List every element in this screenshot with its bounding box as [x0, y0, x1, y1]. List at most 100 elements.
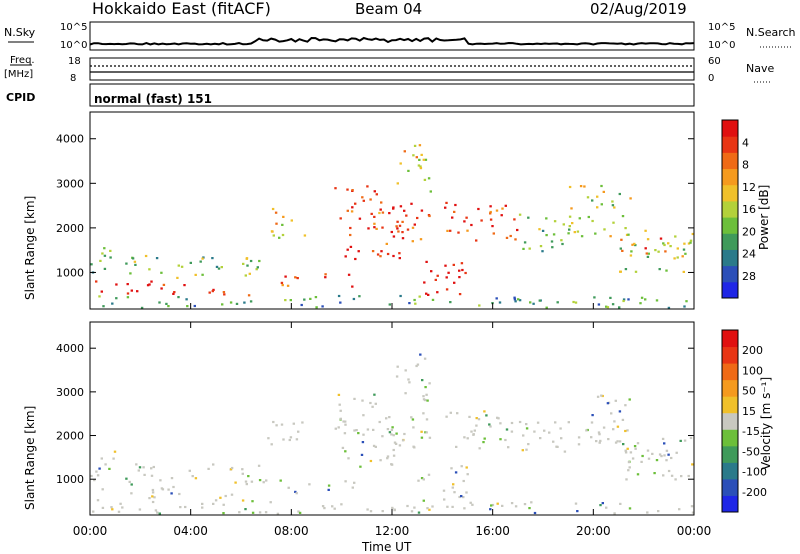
velocity-cell-30 — [128, 480, 131, 483]
velocity-cell-264 — [590, 436, 593, 439]
power-cell-297 — [665, 269, 668, 272]
velocity-cell-218 — [483, 410, 486, 413]
power-cell-101 — [350, 210, 354, 213]
power-cell-375 — [165, 302, 168, 305]
power-cell-343 — [337, 294, 341, 298]
power-cell-369 — [300, 303, 303, 307]
power-cell-308 — [646, 238, 650, 241]
velocity-cell-246 — [624, 404, 627, 407]
cpid-strip: CPID normal (fast) 151 — [6, 83, 695, 107]
velocity-cell-170 — [427, 473, 431, 476]
velocity-cell-250 — [602, 426, 606, 429]
velocity-cell-213 — [472, 433, 475, 436]
x-tick-label-0: 00:00 — [73, 524, 108, 538]
power-cell-272 — [580, 235, 584, 238]
velocity-cell-29 — [257, 464, 261, 467]
power-cell-181 — [413, 144, 417, 147]
power-cell-188 — [419, 167, 423, 170]
power-cell-47 — [211, 257, 214, 260]
power-cell-201 — [470, 223, 473, 227]
velocity-cell-302 — [651, 452, 654, 455]
velocity-cell-306 — [631, 457, 635, 460]
velocity-cell-10 — [151, 500, 155, 504]
power-cell-346 — [518, 299, 522, 302]
velocity-cell-236 — [518, 420, 522, 424]
power-cell-271 — [578, 217, 581, 220]
velocity-cell-159 — [458, 495, 461, 499]
velocity-cell-183 — [423, 357, 427, 360]
velocity-cell-342 — [605, 506, 608, 509]
velocity-cell-238 — [539, 437, 542, 440]
freq-label: Freq. — [10, 55, 35, 66]
power-cell-383 — [683, 305, 686, 308]
velocity-cell-346 — [426, 507, 429, 510]
velocity-cell-147 — [422, 412, 425, 415]
velocity-cell-96 — [361, 399, 364, 402]
power-cell-309 — [664, 250, 667, 253]
velocity-cell-356 — [269, 501, 272, 504]
velocity-cell-277 — [624, 451, 628, 454]
velocity-cell-361 — [619, 502, 622, 505]
power-cell-218 — [500, 214, 503, 217]
power-cell-341 — [478, 304, 481, 307]
velocity-cell-90 — [339, 409, 342, 412]
velocity-cell-301 — [679, 439, 682, 442]
velocity-cell-45 — [245, 483, 248, 486]
power-cell-54 — [217, 267, 221, 270]
power-cell-157 — [458, 293, 462, 296]
power-colorbar-swatch-5 — [722, 200, 738, 218]
power-cell-90 — [362, 199, 365, 202]
power-cell-266 — [568, 225, 571, 228]
power-cell-153 — [428, 214, 431, 218]
velocity-cell-0 — [170, 492, 173, 495]
power-cell-353 — [517, 298, 520, 301]
velocity-cell-367 — [510, 502, 514, 505]
velocity-cell-317 — [258, 511, 262, 514]
power-cell-119 — [367, 227, 370, 230]
power-cell-144 — [399, 205, 403, 208]
velocity-cell-155 — [460, 465, 463, 468]
power-cell-138 — [406, 228, 410, 231]
power-cell-89 — [354, 202, 357, 205]
power-cell-164 — [452, 263, 455, 266]
power-colorbar-swatch-7 — [722, 168, 738, 186]
power-cell-213 — [445, 201, 448, 204]
velocity-cell-191 — [404, 392, 407, 395]
velocity-cell-184 — [404, 369, 407, 372]
power-cell-137 — [416, 216, 419, 220]
velocity-cell-38 — [159, 479, 162, 482]
velocity-cell-322 — [413, 506, 416, 509]
velocity-cell-178 — [422, 395, 425, 398]
velocity-ytick-label-2: 3000 — [56, 386, 84, 399]
power-cell-108 — [401, 231, 404, 234]
power-colorbar-frame — [721, 119, 739, 299]
velocity-cell-115 — [403, 432, 406, 436]
power-cell-139 — [385, 242, 388, 245]
velocity-cell-89 — [344, 423, 347, 426]
power-cell-301 — [619, 270, 622, 273]
velocity-y-axis: 1000 2000 3000 4000 — [56, 342, 694, 486]
velocity-cell-9 — [96, 499, 100, 502]
velocity-cell-36 — [130, 483, 133, 486]
power-cell-332 — [315, 306, 318, 309]
velocity-colorbar-frame — [721, 329, 739, 513]
power-cell-331 — [622, 298, 626, 301]
power-cell-275 — [687, 242, 691, 245]
power-cell-192 — [489, 218, 493, 221]
velocity-cell-365 — [212, 502, 215, 505]
velocity-cell-282 — [624, 449, 627, 452]
power-cell-102 — [358, 217, 362, 220]
velocity-cell-220 — [489, 425, 492, 428]
power-cell-115 — [380, 250, 383, 253]
power-colorbar-swatch-2 — [722, 249, 738, 267]
velocity-cell-151 — [386, 428, 390, 431]
velocity-cell-219 — [475, 424, 478, 427]
power-cell-77 — [274, 211, 278, 214]
velocity-cell-203 — [478, 447, 481, 450]
power-cell-232 — [562, 223, 565, 226]
power-cell-283 — [676, 256, 679, 259]
power-cell-214 — [463, 220, 466, 223]
power-cell-378 — [449, 301, 452, 304]
velocity-cell-185 — [416, 363, 420, 366]
